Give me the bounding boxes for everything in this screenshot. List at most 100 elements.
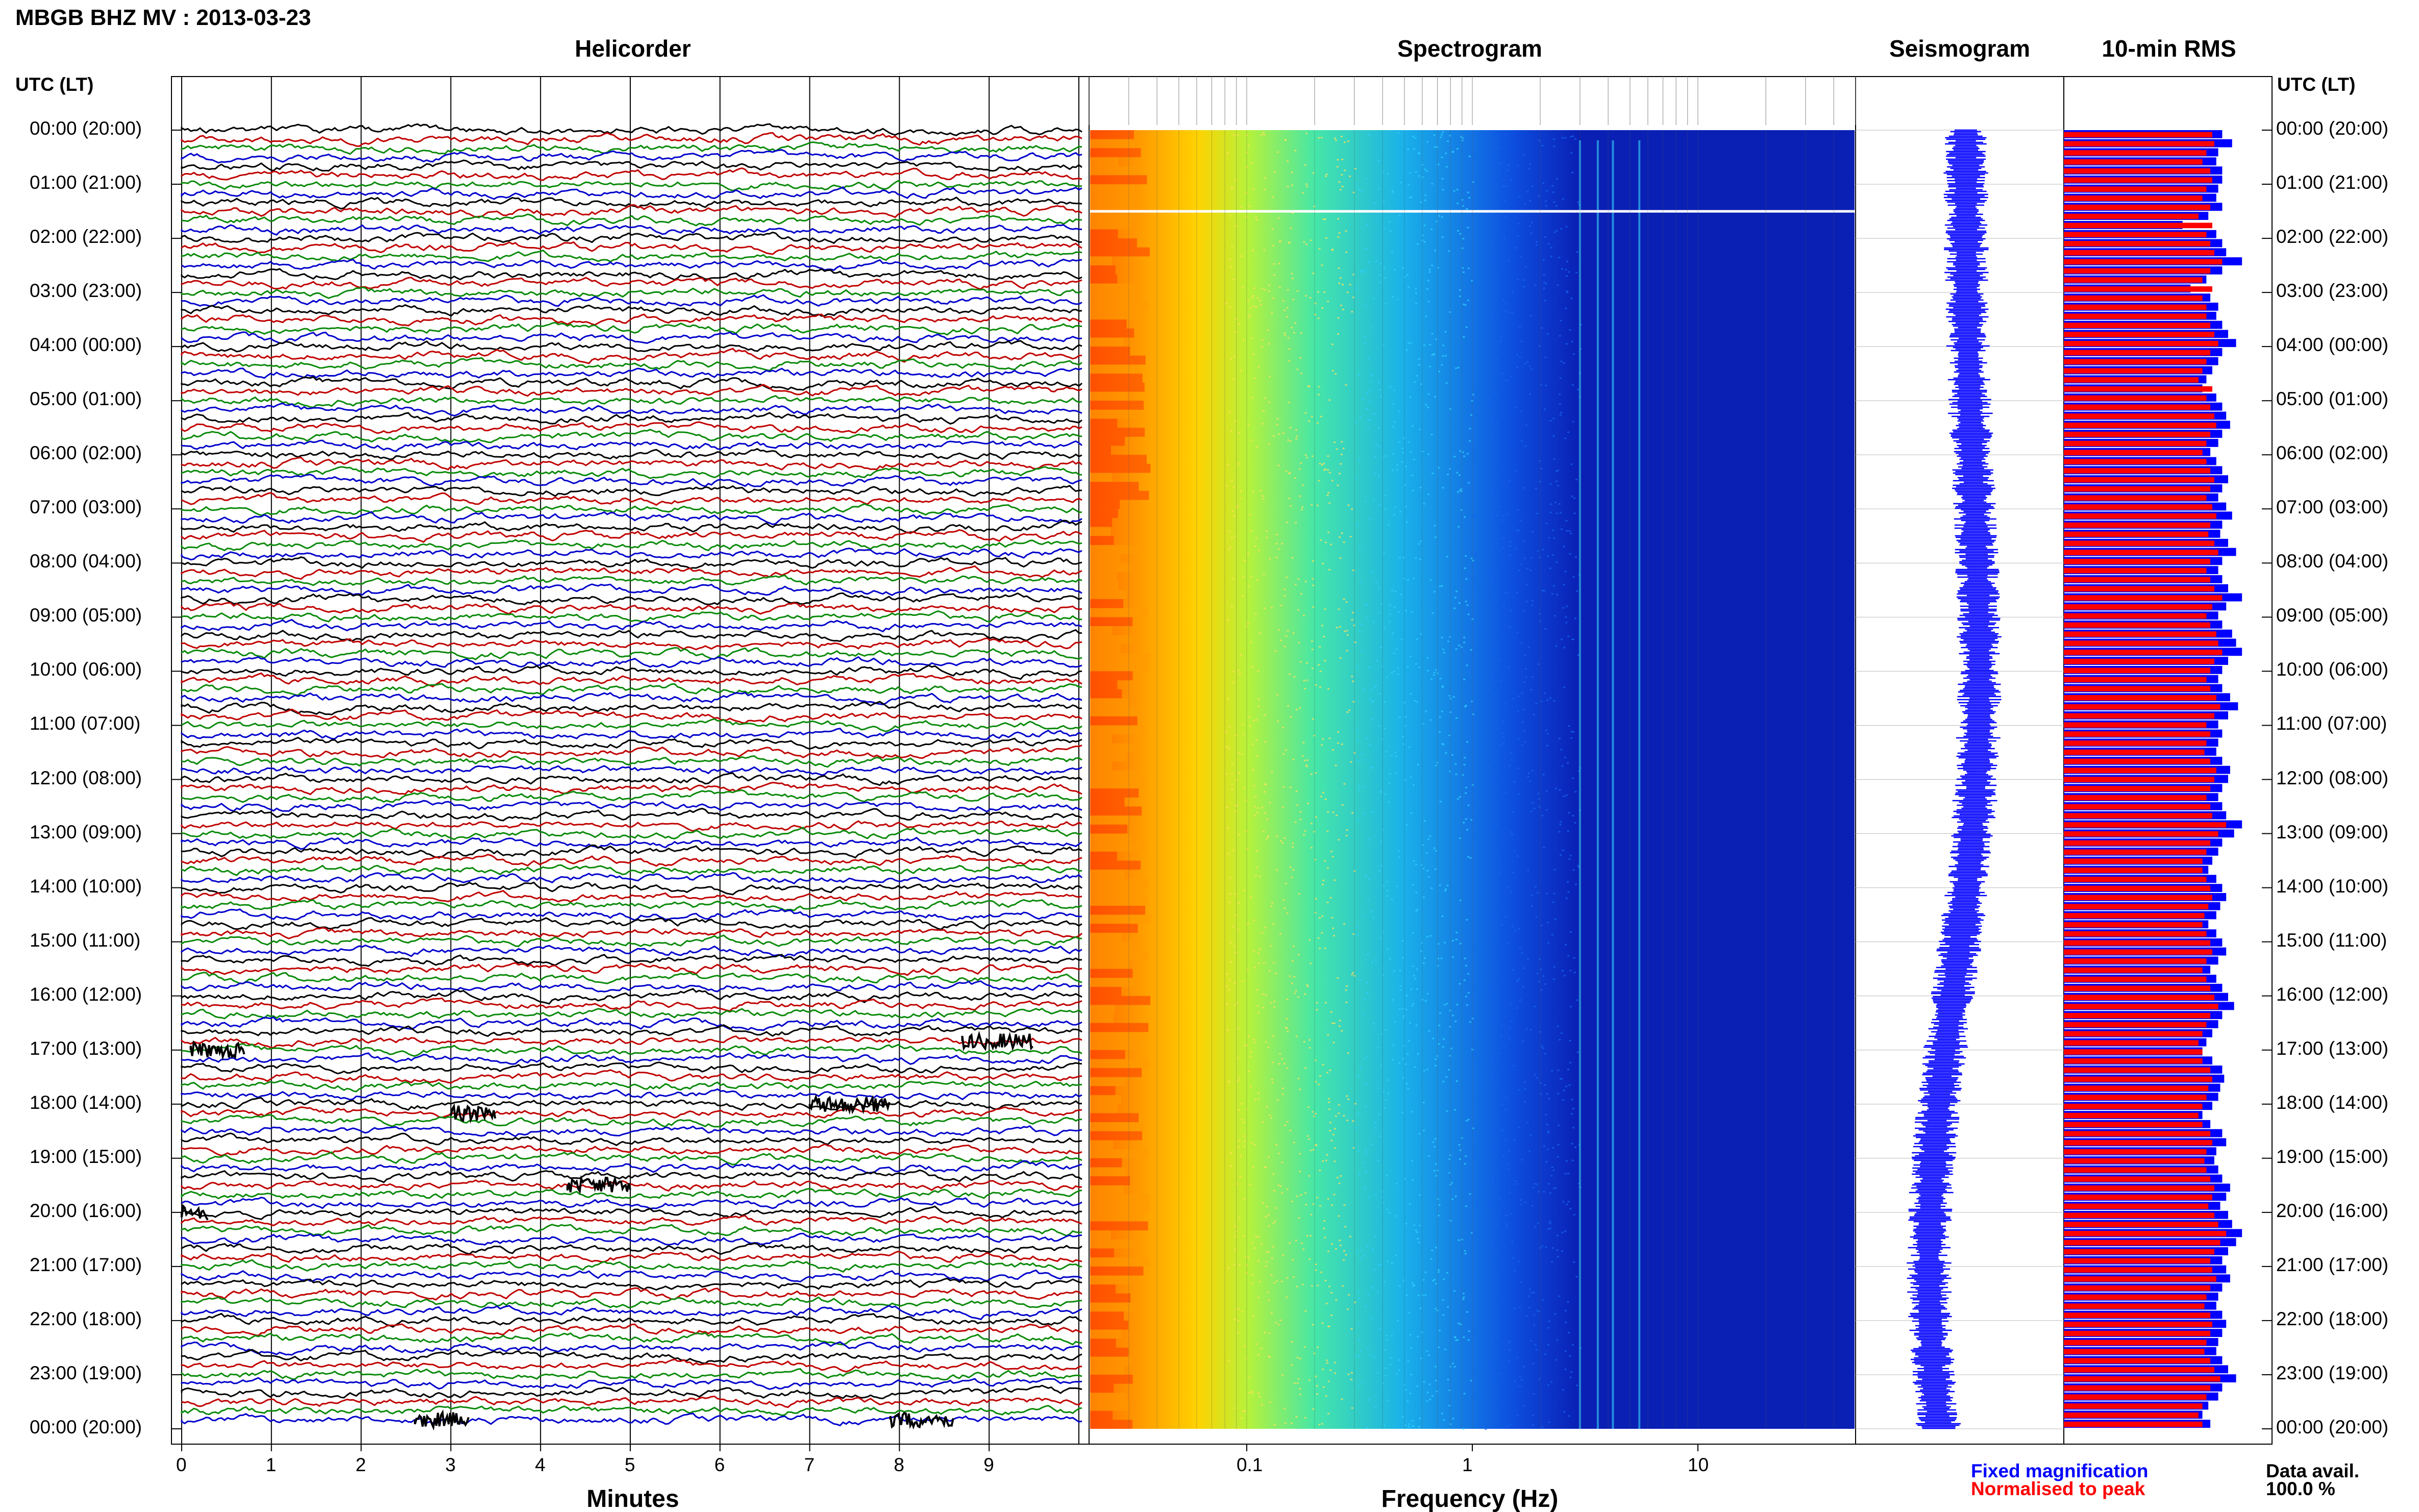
spectrogram-speck xyxy=(1474,1042,1477,1044)
spectrogram-speck xyxy=(1253,785,1255,787)
spectrogram-speck xyxy=(1471,784,1474,786)
spectrogram-speck xyxy=(1244,889,1246,891)
spectrogram-speck xyxy=(1433,674,1435,676)
spectrogram-speck xyxy=(1546,699,1549,701)
time-label-right: 04:00 (00:00) xyxy=(2276,334,2389,356)
spectrogram-speck xyxy=(1421,164,1424,166)
spectrogram-speck xyxy=(1415,1024,1418,1026)
time-label-right: 18:00 (14:00) xyxy=(2276,1092,2389,1113)
helicorder-trace xyxy=(181,972,1082,985)
spectrogram-speck xyxy=(1341,743,1343,745)
spectrogram-speck xyxy=(1453,190,1455,192)
spectrogram-speck xyxy=(1307,1106,1310,1108)
spectrogram-stripe xyxy=(1090,1059,1150,1069)
spectrogram-speck xyxy=(1384,728,1386,730)
spectrogram-speck xyxy=(1546,1124,1549,1126)
spectrogram-speck xyxy=(1507,592,1509,594)
spectrogram-speck xyxy=(1473,582,1475,584)
spectrogram-speck xyxy=(1482,948,1484,950)
spectrogram-speck xyxy=(1331,1204,1334,1206)
time-label-right: 12:00 (08:00) xyxy=(2276,767,2389,788)
helicorder-trace xyxy=(181,765,1082,776)
spectrogram-speck xyxy=(1321,1423,1323,1425)
spectrogram-speck xyxy=(1555,480,1558,482)
spectrogram-tick-label: 0.1 xyxy=(1236,1454,1263,1475)
spectrogram-speck xyxy=(1532,1186,1535,1188)
spectrogram-speck xyxy=(1426,1069,1428,1071)
spectrogram-speck xyxy=(1263,831,1265,832)
spectrogram-speck xyxy=(1285,139,1287,141)
spectrogram-speck xyxy=(1446,1272,1448,1274)
spectrogram-speck xyxy=(1575,479,1578,481)
rms-bar-normalised xyxy=(2064,958,2207,964)
spectrogram-stripe xyxy=(1090,941,1133,951)
spectrogram-speck xyxy=(1227,989,1230,991)
helicorder-trace xyxy=(181,277,1082,290)
helicorder-trace xyxy=(181,927,1082,939)
spectrogram-speck xyxy=(1421,999,1424,1001)
spectrogram-speck xyxy=(1435,1366,1437,1368)
spectrogram-speck xyxy=(1518,1089,1521,1091)
spectrogram-speck xyxy=(1389,605,1392,606)
spectrogram-speck xyxy=(1355,288,1357,290)
spectrogram-speck xyxy=(1494,973,1496,974)
spectrogram-stripe xyxy=(1090,292,1135,302)
spectrogram-speck xyxy=(1464,1250,1466,1252)
time-label-left: 08:00 (04:00) xyxy=(30,551,142,572)
spectrogram-speck xyxy=(1478,1062,1481,1064)
spectrogram-speck xyxy=(1366,617,1368,619)
spectrogram-speck xyxy=(1497,146,1499,148)
spectrogram-speck xyxy=(1391,899,1393,901)
spectrogram-speck xyxy=(1457,203,1459,204)
spectrogram-speck xyxy=(1513,1308,1516,1310)
spectrogram-stripe xyxy=(1090,175,1147,185)
spectrogram-speck xyxy=(1374,473,1377,475)
rms-bar-normalised xyxy=(2064,413,2214,419)
spectrogram-speck xyxy=(1426,170,1428,172)
spectrogram-speck xyxy=(1439,731,1441,733)
spectrogram-speck xyxy=(1272,1246,1274,1248)
spectrogram-speck xyxy=(1408,1423,1411,1425)
spectrogram-stripe xyxy=(1090,1375,1133,1384)
spectrogram-speck xyxy=(1402,1058,1404,1060)
helicorder-trace xyxy=(181,249,1082,263)
spectrogram-speck xyxy=(1499,549,1501,551)
spectrogram-speck xyxy=(1284,1422,1287,1424)
spectrogram-speck xyxy=(1540,467,1543,469)
spectrogram-speck xyxy=(1409,1393,1412,1395)
spectrogram-speck xyxy=(1232,485,1235,487)
spectrogram-speck xyxy=(1266,1205,1268,1207)
spectrogram-stripes xyxy=(1090,130,1151,1429)
rms-bar-normalised xyxy=(2064,286,2212,292)
rms-bar-normalised xyxy=(2064,486,2211,492)
rms-bar-normalised xyxy=(2064,1149,2207,1155)
spectrogram-speck xyxy=(1441,364,1443,366)
spectrogram-speck xyxy=(1362,270,1364,272)
rms-bar-normalised xyxy=(2064,1176,2211,1182)
spectrogram-speck xyxy=(1456,472,1459,474)
spectrogram-speck xyxy=(1379,693,1381,695)
spectrogram-speck xyxy=(1361,650,1363,652)
spectrogram-speck xyxy=(1571,1099,1573,1101)
spectrogram-speck xyxy=(1526,1122,1529,1124)
spectrogram-speck xyxy=(1429,365,1431,367)
spectrogram-speck xyxy=(1251,1274,1254,1276)
spectrogram-speck xyxy=(1398,410,1400,412)
spectrogram-speck xyxy=(1505,513,1508,515)
spectrogram-stripe xyxy=(1090,617,1133,627)
spectrogram-speck xyxy=(1411,611,1413,613)
spectrogram-speck xyxy=(1387,890,1389,892)
time-axis-header-left: UTC (LT) xyxy=(15,74,94,95)
spectrogram-speck xyxy=(1239,498,1242,500)
spectrogram-speck xyxy=(1473,152,1475,154)
spectrogram-speck xyxy=(1322,879,1325,881)
spectrogram-speck xyxy=(1247,316,1250,318)
spectrogram-speck xyxy=(1525,425,1527,427)
spectrogram-speck xyxy=(1356,186,1359,188)
spectrogram-speck xyxy=(1450,1182,1453,1184)
spectrogram-speck xyxy=(1564,1368,1567,1370)
spectrogram-speck xyxy=(1417,1295,1420,1297)
spectrogram-speck xyxy=(1439,585,1441,587)
rms-bar-normalised xyxy=(2064,1103,2203,1109)
spectrogram-speck xyxy=(1570,731,1573,733)
